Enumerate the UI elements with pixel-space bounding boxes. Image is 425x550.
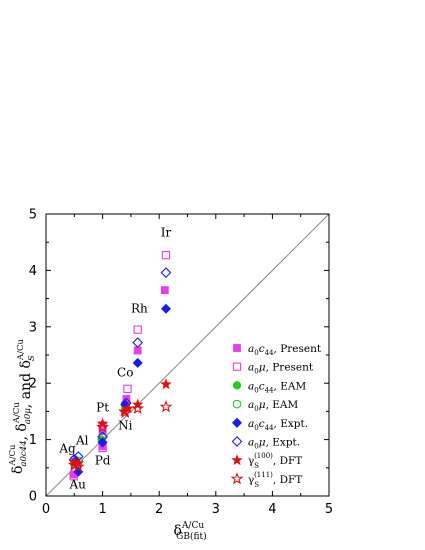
legend-marker xyxy=(232,362,242,371)
x-tick-label: 1 xyxy=(98,502,106,517)
data-point xyxy=(133,325,142,334)
y-tick-label: 4 xyxy=(29,264,37,279)
legend-marker xyxy=(233,344,241,352)
data-point xyxy=(97,437,108,448)
legend-label: a0c44, Expt. xyxy=(248,418,308,432)
legend-marker xyxy=(231,417,243,428)
data-point xyxy=(98,427,107,436)
data-point xyxy=(96,420,110,433)
legend-marker xyxy=(232,381,242,390)
y-tick-label: 2 xyxy=(29,377,37,392)
series-1 xyxy=(69,251,171,481)
legend-label: γS(111), DFT xyxy=(248,471,302,489)
element-label: Pt xyxy=(96,400,109,414)
x-tick-label: 0 xyxy=(42,502,50,517)
element-label: Ni xyxy=(118,418,133,432)
data-point xyxy=(97,431,108,443)
element-label: Au xyxy=(68,478,86,492)
data-point xyxy=(132,357,143,368)
legend-marker xyxy=(232,399,242,409)
data-point xyxy=(159,400,173,413)
x-tick-label: 3 xyxy=(212,502,220,517)
series-0 xyxy=(69,286,169,479)
data-point xyxy=(161,251,171,260)
series-7 xyxy=(67,400,173,473)
y-axis-title-text: δA/Cua0c44, δA/Cua0μ, and δA/CuS xyxy=(8,339,37,474)
legend-label: γS(100), DFT xyxy=(248,452,302,470)
data-point xyxy=(160,378,172,390)
y-tick-label: 5 xyxy=(29,208,37,223)
x-tick-label: 4 xyxy=(268,502,276,517)
data-point xyxy=(71,459,85,473)
legend: a0c44, Present a0μ, Present a0c44, EAM a0μ,… xyxy=(230,343,322,489)
y-tick-label: 0 xyxy=(29,490,37,505)
y-axis-title: δA/Cua0c44, δA/Cua0μ, and δA/CuS xyxy=(8,339,37,474)
legend-label: a0μ, Expt. xyxy=(248,437,300,451)
element-label: Al xyxy=(75,434,89,448)
legend-label: a0c44, EAM xyxy=(248,380,306,394)
y-tick-label: 1 xyxy=(29,433,37,448)
legend-marker xyxy=(231,454,243,466)
legend-marker xyxy=(231,436,243,447)
x-tick-label: 2 xyxy=(155,502,163,517)
element-label: Ag xyxy=(58,442,76,456)
element-label: Rh xyxy=(131,302,148,316)
reference-line xyxy=(45,213,330,497)
data-point xyxy=(131,401,145,415)
data-point xyxy=(132,337,144,348)
x-tick-label: 5 xyxy=(325,502,333,517)
element-label: Co xyxy=(117,365,133,379)
x-axis-title: δA/Cu GB(fit) xyxy=(174,521,207,542)
legend-label: a0c44, Present xyxy=(248,343,322,357)
data-point xyxy=(160,267,172,279)
element-label: Ir xyxy=(161,226,172,240)
series-4 xyxy=(70,303,172,477)
data-point xyxy=(118,405,132,418)
data-point xyxy=(160,286,169,295)
legend-label: a0μ, EAM xyxy=(248,399,298,413)
y-tick-label: 3 xyxy=(29,320,37,335)
data-point xyxy=(160,303,172,314)
data-point xyxy=(123,384,132,393)
data-point xyxy=(69,472,78,481)
element-label: Pd xyxy=(95,453,111,467)
legend-label: a0μ, Present xyxy=(248,362,314,376)
legend-marker xyxy=(230,472,244,485)
